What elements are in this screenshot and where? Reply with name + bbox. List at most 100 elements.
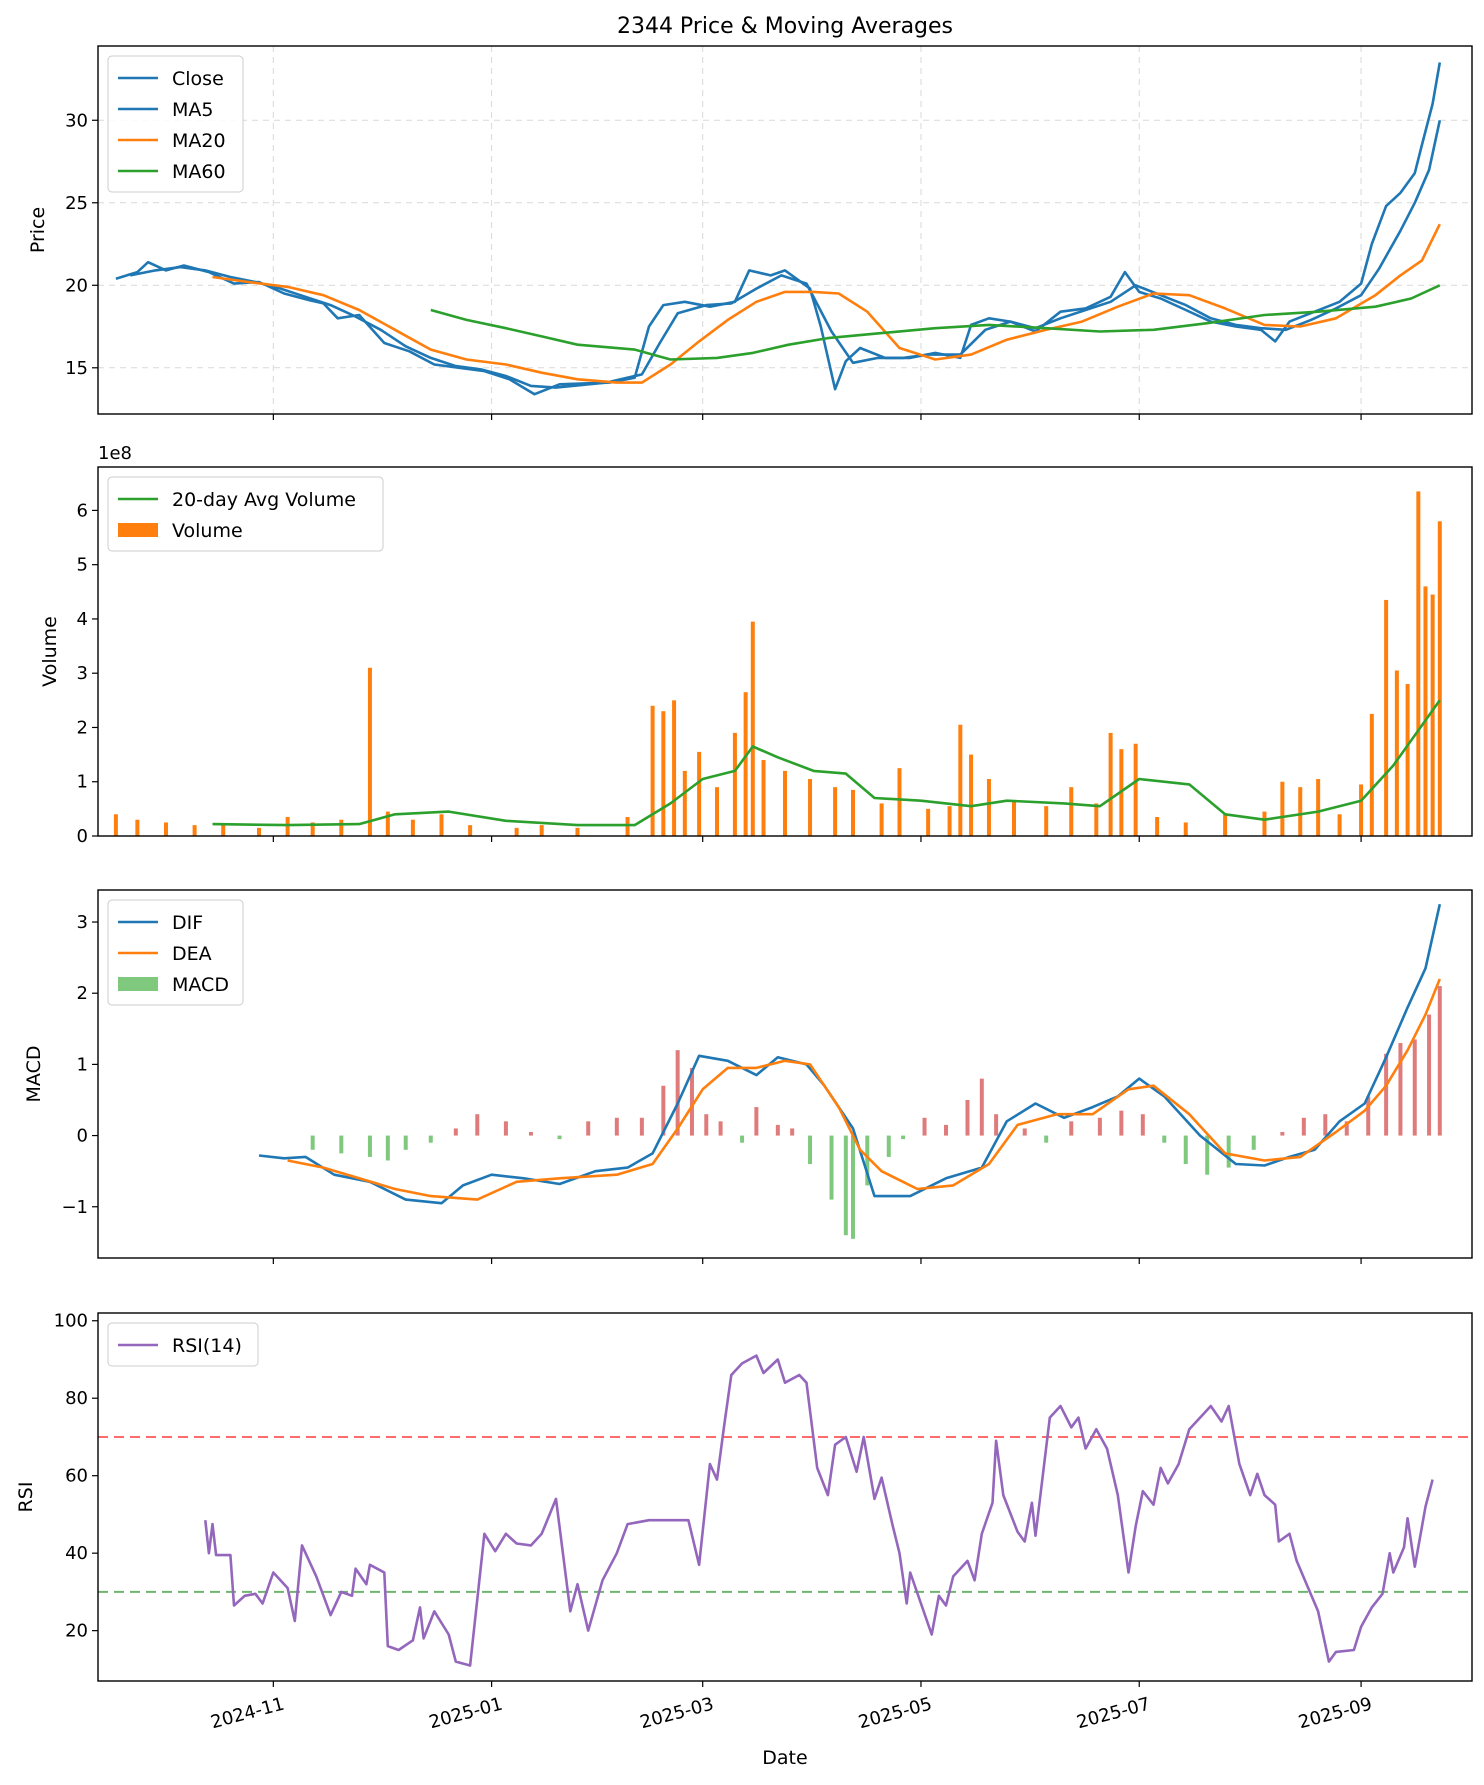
bar [1394,670,1399,836]
y-offset-label: 1e8 [98,443,132,464]
bar [410,819,415,836]
legend-swatch [118,977,158,991]
bar [808,779,813,836]
legend-swatch [118,523,158,537]
bar [865,1135,870,1186]
y-tick-label: 5 [77,555,88,576]
bar [428,1135,433,1143]
bar [503,1121,508,1136]
bar [135,819,140,836]
bar [1405,684,1410,836]
bar [1108,732,1113,836]
series-line-ma60 [430,284,1441,361]
bar [850,789,855,836]
legend-label: MA5 [172,99,213,121]
panel-2: 0 1 2 3 4 5 6 Volume 1e8 20-day Avg Volume Volume [39,443,1473,847]
legend-label: MA60 [172,161,226,183]
x-tick-label: 2025-05 [856,1694,934,1734]
bar [1316,779,1321,836]
bar [1183,822,1188,836]
bar [1427,1014,1432,1136]
bar [1097,1117,1102,1136]
bar [468,825,473,836]
bar [310,822,315,836]
bar [1044,1135,1049,1143]
bar [672,700,677,836]
bar [1344,1121,1349,1136]
bar [675,1050,680,1136]
bar [704,1114,709,1136]
bar [1069,1121,1074,1136]
legend: 20-day Avg Volume Volume [107,476,384,552]
y-tick-label: 60 [65,1466,88,1487]
y-tick-label: 15 [65,358,88,379]
bar [843,1135,848,1236]
bar [1251,1135,1256,1150]
bar [1298,787,1303,836]
bar [740,1135,745,1143]
bar [439,814,444,836]
bar [1280,781,1285,836]
bar [625,817,630,836]
y-axis-title: Price [27,207,49,253]
bar [965,1099,970,1136]
bar [163,822,168,836]
bar [475,1114,480,1136]
bar [922,1117,927,1136]
bar [689,1067,694,1136]
bar [790,1128,795,1136]
bar [575,827,580,836]
series-line-ma20 [212,223,1441,384]
bar [1119,1110,1124,1136]
y-axis-title: MACD [23,1046,45,1103]
y-tick-label: 100 [54,1311,88,1332]
legend-label: DIF [172,912,203,934]
bar [586,1121,591,1136]
bar [1398,1043,1403,1136]
bar [986,779,991,836]
legend: Close MA5 MA20 MA60 [107,55,244,193]
axes-frame [97,889,1473,1259]
series-line-20-day-avg-volume [212,699,1441,827]
x-tick-label: 2024-11 [209,1694,287,1734]
bar [808,1135,813,1165]
bar [761,760,766,836]
bar [944,1124,949,1136]
bar [947,806,952,836]
bar [1412,1039,1417,1136]
legend-label: Close [172,68,224,90]
legend-label: DEA [172,943,212,965]
y-tick-label: 6 [77,500,88,521]
bar [1140,1114,1145,1136]
bar [979,1078,984,1136]
y-tick-label: 30 [65,110,88,131]
x-tick-label: 2025-07 [1074,1694,1152,1734]
bar [1133,743,1138,836]
panels: 15202530PriceCloseMA5MA20MA600123456Volu… [15,45,1473,1687]
bar [650,705,655,836]
bar [453,1128,458,1136]
series-line-dea [287,978,1442,1201]
bar [886,1135,891,1157]
bar [514,827,519,836]
legend-label: MACD [172,974,229,996]
bar [367,667,372,836]
bar [385,811,390,836]
bar [614,1117,619,1136]
y-tick-label: 0 [77,826,88,847]
bar [1069,787,1074,836]
x-tick-labels: 2024-11 2025-01 2025-03 2025-05 2025-07 2025-… [209,1694,1375,1734]
bar [958,724,963,836]
bar [339,819,344,836]
bar [310,1135,315,1150]
bar [113,814,118,836]
legend-label: Volume [172,520,243,542]
series-macd [310,986,1442,1239]
series-line-dif [258,903,1442,1205]
y-tick-label: −1 [61,1197,88,1218]
bar [901,1135,906,1140]
bar [339,1135,344,1154]
y-tick-label: 3 [77,912,88,933]
